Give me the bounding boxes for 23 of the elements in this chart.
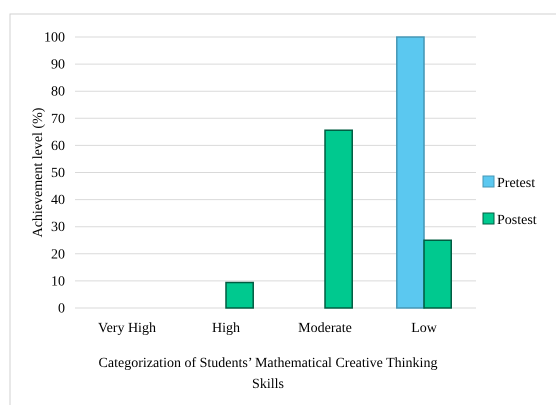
y-tick-label: 0	[58, 301, 65, 316]
bar	[225, 282, 254, 309]
bar	[324, 129, 353, 309]
x-tick-label: Low	[411, 320, 438, 336]
x-tick-label: Moderate	[298, 320, 352, 336]
y-tick-label: 70	[51, 112, 65, 127]
y-tick-label: 100	[44, 30, 65, 46]
y-tick-label: 20	[51, 247, 65, 262]
legend-label: Postest	[497, 213, 537, 228]
y-tick-label: 90	[51, 58, 65, 73]
y-tick-label: 50	[51, 166, 65, 181]
y-tick-label: 40	[51, 193, 65, 208]
y-tick-label: 30	[51, 220, 65, 236]
bar	[396, 36, 425, 309]
y-tick-label: 80	[51, 84, 65, 100]
y-tick-label: 10	[51, 274, 65, 290]
y-axis-title: Achievement level (%)	[31, 107, 46, 238]
x-axis-title: Categorization of Students’ Mathematical Creative Thinking Skills	[98, 356, 438, 392]
bar	[423, 240, 452, 309]
x-tick-label: High	[212, 320, 240, 336]
x-tick-label: Very High	[98, 320, 156, 336]
y-tick-label: 60	[51, 138, 65, 154]
legend-label: Pretest	[497, 176, 536, 191]
